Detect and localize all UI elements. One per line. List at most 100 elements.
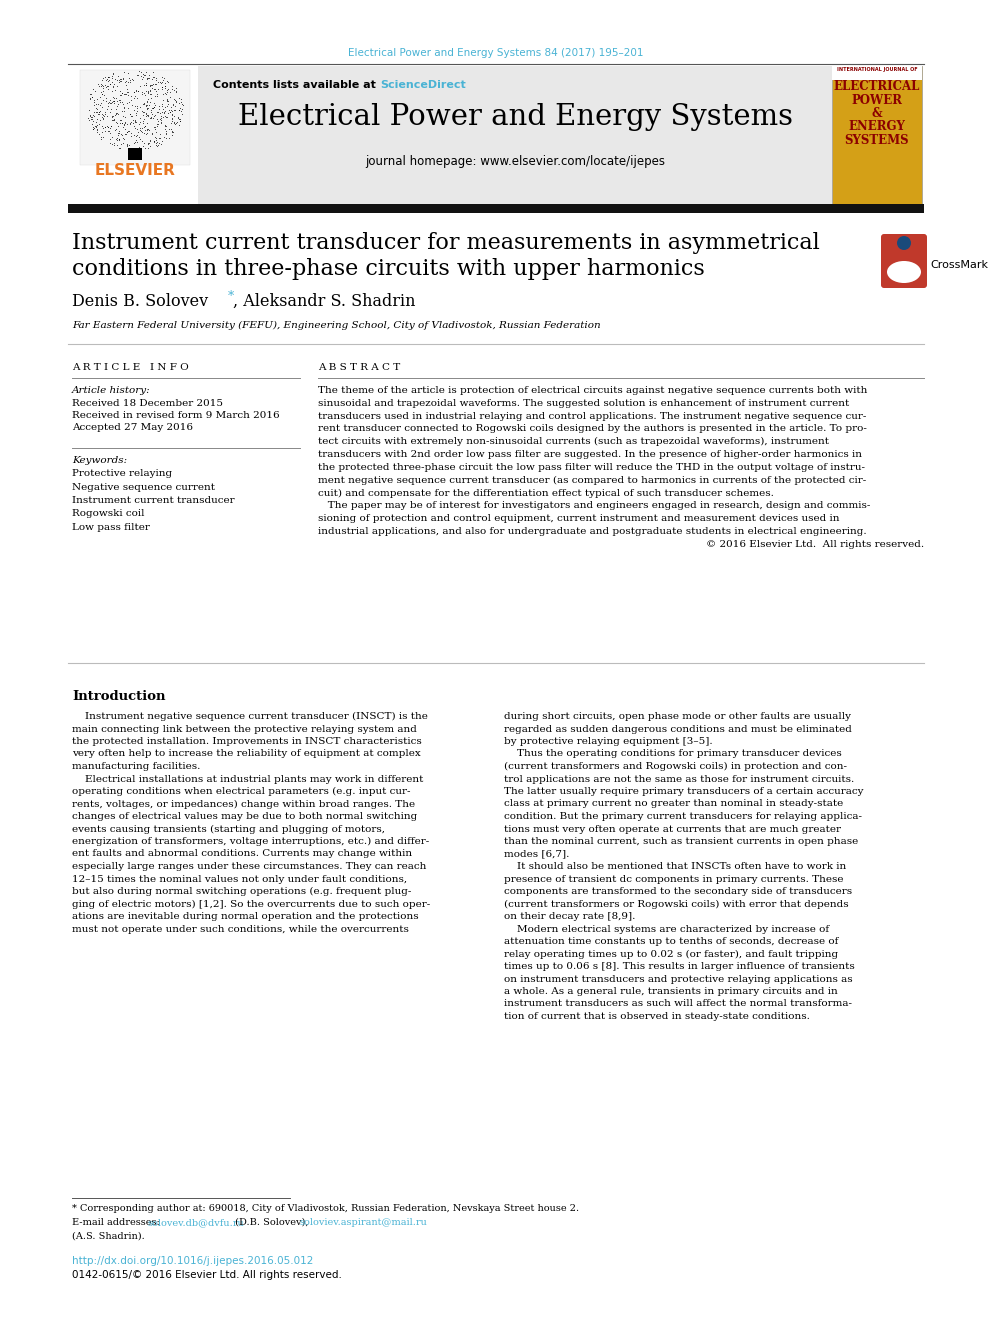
Bar: [128, 148, 142, 160]
Text: 0142-0615/© 2016 Elsevier Ltd. All rights reserved.: 0142-0615/© 2016 Elsevier Ltd. All right…: [72, 1270, 342, 1279]
Text: Thus the operating conditions for primary transducer devices: Thus the operating conditions for primar…: [504, 750, 842, 758]
Text: a whole. As a general rule, transients in primary circuits and in: a whole. As a general rule, transients i…: [504, 987, 838, 996]
Text: energization of transformers, voltage interruptions, etc.) and differ-: energization of transformers, voltage in…: [72, 837, 430, 847]
Text: very often help to increase the reliability of equipment at complex: very often help to increase the reliabil…: [72, 750, 421, 758]
Text: Instrument negative sequence current transducer (INSCT) is the: Instrument negative sequence current tra…: [72, 712, 428, 721]
Text: Far Eastern Federal University (FEFU), Engineering School, City of Vladivostok, : Far Eastern Federal University (FEFU), E…: [72, 321, 600, 331]
Text: Modern electrical systems are characterized by increase of: Modern electrical systems are characteri…: [504, 925, 829, 934]
Text: instrument transducers as such will affect the normal transforma-: instrument transducers as such will affe…: [504, 999, 852, 1008]
Text: especially large ranges under these circumstances. They can reach: especially large ranges under these circ…: [72, 863, 427, 871]
Text: attenuation time constants up to tenths of seconds, decrease of: attenuation time constants up to tenths …: [504, 937, 838, 946]
Text: tect circuits with extremely non-sinusoidal currents (such as trapezoidal wavefo: tect circuits with extremely non-sinusoi…: [318, 437, 829, 446]
Text: presence of transient dc components in primary currents. These: presence of transient dc components in p…: [504, 875, 843, 884]
Text: cuit) and compensate for the differentiation effect typical of such transducer s: cuit) and compensate for the differentia…: [318, 488, 774, 497]
Text: Received in revised form 9 March 2016: Received in revised form 9 March 2016: [72, 411, 280, 419]
Bar: [68, 66, 198, 204]
Text: than the nominal current, such as transient currents in open phase: than the nominal current, such as transi…: [504, 837, 858, 845]
Text: Negative sequence current: Negative sequence current: [72, 483, 215, 492]
Text: Instrument current transducer: Instrument current transducer: [72, 496, 235, 505]
Text: Keywords:: Keywords:: [72, 456, 127, 464]
Text: on instrument transducers and protective relaying applications as: on instrument transducers and protective…: [504, 975, 853, 983]
Text: events causing transients (starting and plugging of motors,: events causing transients (starting and …: [72, 824, 385, 833]
Text: tion of current that is observed in steady-state conditions.: tion of current that is observed in stea…: [504, 1012, 809, 1021]
Text: A R T I C L E   I N F O: A R T I C L E I N F O: [72, 363, 188, 372]
Text: Electrical Power and Energy Systems: Electrical Power and Energy Systems: [237, 103, 793, 131]
Text: INTERNATIONAL JOURNAL OF: INTERNATIONAL JOURNAL OF: [836, 67, 918, 71]
Text: tions must very often operate at currents that are much greater: tions must very often operate at current…: [504, 824, 841, 833]
Text: Low pass filter: Low pass filter: [72, 523, 150, 532]
Text: Elsevier
Tree: Elsevier Tree: [114, 107, 152, 128]
Text: relay operating times up to 0.02 s (or faster), and fault tripping: relay operating times up to 0.02 s (or f…: [504, 950, 838, 959]
Ellipse shape: [887, 261, 921, 283]
Text: It should also be mentioned that INSCTs often have to work in: It should also be mentioned that INSCTs …: [504, 863, 846, 871]
Text: The latter usually require primary transducers of a certain accuracy: The latter usually require primary trans…: [504, 787, 863, 796]
Text: CrossMark: CrossMark: [930, 261, 988, 270]
Text: ations are inevitable during normal operation and the protections: ations are inevitable during normal oper…: [72, 912, 419, 921]
Text: Electrical installations at industrial plants may work in different: Electrical installations at industrial p…: [72, 774, 424, 783]
Text: (D.B. Solovev),: (D.B. Solovev),: [232, 1218, 311, 1226]
Text: ment negative sequence current transducer (as compared to harmonics in currents : ment negative sequence current transduce…: [318, 475, 866, 484]
Text: Denis B. Solovev: Denis B. Solovev: [72, 292, 208, 310]
Text: times up to 0.06 s [8]. This results in larger influence of transients: times up to 0.06 s [8]. This results in …: [504, 962, 855, 971]
Text: condition. But the primary current transducers for relaying applica-: condition. But the primary current trans…: [504, 812, 862, 822]
Circle shape: [897, 235, 911, 250]
Text: Instrument current transducer for measurements in asymmetrical: Instrument current transducer for measur…: [72, 232, 819, 254]
Text: the protected three-phase circuit the low pass filter will reduce the THD in the: the protected three-phase circuit the lo…: [318, 463, 865, 472]
Text: Rogowski coil: Rogowski coil: [72, 509, 145, 519]
Text: *: *: [224, 290, 234, 303]
Text: The theme of the article is protection of electrical circuits against negative s: The theme of the article is protection o…: [318, 386, 867, 396]
Text: the protected installation. Improvements in INSCT characteristics: the protected installation. Improvements…: [72, 737, 422, 746]
Text: modes [6,7].: modes [6,7].: [504, 849, 569, 859]
Text: Introduction: Introduction: [72, 691, 166, 703]
Text: ELECTRICAL
POWER
&
ENERGY
SYSTEMS: ELECTRICAL POWER & ENERGY SYSTEMS: [834, 79, 921, 147]
Text: E-mail addresses:: E-mail addresses:: [72, 1218, 163, 1226]
Text: soloviev.aspirant@mail.ru: soloviev.aspirant@mail.ru: [300, 1218, 428, 1226]
Text: class at primary current no greater than nominal in steady-state: class at primary current no greater than…: [504, 799, 843, 808]
Text: transducers used in industrial relaying and control applications. The instrument: transducers used in industrial relaying …: [318, 411, 866, 421]
Text: rents, voltages, or impedances) change within broad ranges. The: rents, voltages, or impedances) change w…: [72, 799, 415, 808]
Text: ScienceDirect: ScienceDirect: [380, 79, 466, 90]
Text: regarded as sudden dangerous conditions and must be eliminated: regarded as sudden dangerous conditions …: [504, 725, 852, 733]
Text: main connecting link between the protective relaying system and: main connecting link between the protect…: [72, 725, 417, 733]
Text: changes of electrical values may be due to both normal switching: changes of electrical values may be due …: [72, 812, 418, 822]
Bar: [80, 70, 190, 165]
Text: sioning of protection and control equipment, current instrument and measurement : sioning of protection and control equipm…: [318, 515, 839, 523]
Text: rent transducer connected to Rogowski coils designed by the authors is presented: rent transducer connected to Rogowski co…: [318, 425, 867, 434]
Text: by protective relaying equipment [3–5].: by protective relaying equipment [3–5].: [504, 737, 712, 746]
Text: Contents lists available at: Contents lists available at: [213, 79, 380, 90]
Text: The paper may be of interest for investigators and engineers engaged in research: The paper may be of interest for investi…: [318, 501, 870, 511]
Text: http://dx.doi.org/10.1016/j.ijepes.2016.05.012: http://dx.doi.org/10.1016/j.ijepes.2016.…: [72, 1256, 313, 1266]
Text: Received 18 December 2015: Received 18 December 2015: [72, 400, 223, 407]
Text: but also during normal switching operations (e.g. frequent plug-: but also during normal switching operati…: [72, 886, 412, 896]
Text: ELSEVIER: ELSEVIER: [94, 163, 176, 179]
Text: © 2016 Elsevier Ltd.  All rights reserved.: © 2016 Elsevier Ltd. All rights reserved…: [706, 540, 924, 549]
Text: conditions in three-phase circuits with upper harmonics: conditions in three-phase circuits with …: [72, 258, 704, 280]
Text: , Aleksandr S. Shadrin: , Aleksandr S. Shadrin: [233, 292, 416, 310]
FancyBboxPatch shape: [881, 234, 927, 288]
Text: journal homepage: www.elsevier.com/locate/ijepes: journal homepage: www.elsevier.com/locat…: [365, 155, 665, 168]
Text: solovev.db@dvfu.ru: solovev.db@dvfu.ru: [147, 1218, 244, 1226]
Bar: [198, 66, 832, 204]
Text: Electrical Power and Energy Systems 84 (2017) 195–201: Electrical Power and Energy Systems 84 (…: [348, 48, 644, 58]
Text: ent faults and abnormal conditions. Currents may change within: ent faults and abnormal conditions. Curr…: [72, 849, 412, 859]
Text: sinusoidal and trapezoidal waveforms. The suggested solution is enhancement of i: sinusoidal and trapezoidal waveforms. Th…: [318, 398, 849, 407]
Text: transducers with 2nd order low pass filter are suggested. In the presence of hig: transducers with 2nd order low pass filt…: [318, 450, 862, 459]
Text: components are transformed to the secondary side of transducers: components are transformed to the second…: [504, 886, 852, 896]
Text: Accepted 27 May 2016: Accepted 27 May 2016: [72, 423, 193, 433]
Text: ging of electric motors) [1,2]. So the overcurrents due to such oper-: ging of electric motors) [1,2]. So the o…: [72, 900, 431, 909]
Text: operating conditions when electrical parameters (e.g. input cur-: operating conditions when electrical par…: [72, 787, 411, 796]
Text: Article history:: Article history:: [72, 386, 151, 396]
Text: (current transformers or Rogowski coils) with error that depends: (current transformers or Rogowski coils)…: [504, 900, 848, 909]
Bar: [68, 204, 924, 213]
Text: (current transformers and Rogowski coils) in protection and con-: (current transformers and Rogowski coils…: [504, 762, 847, 771]
Text: during short circuits, open phase mode or other faults are usually: during short circuits, open phase mode o…: [504, 712, 851, 721]
Text: manufacturing facilities.: manufacturing facilities.: [72, 762, 200, 771]
Text: industrial applications, and also for undergraduate and postgraduate students in: industrial applications, and also for un…: [318, 527, 867, 536]
Text: (A.S. Shadrin).: (A.S. Shadrin).: [72, 1232, 145, 1241]
Text: * Corresponding author at: 690018, City of Vladivostok, Russian Federation, Nevs: * Corresponding author at: 690018, City …: [72, 1204, 579, 1213]
Text: must not operate under such conditions, while the overcurrents: must not operate under such conditions, …: [72, 925, 409, 934]
Text: A B S T R A C T: A B S T R A C T: [318, 363, 400, 372]
Text: 12–15 times the nominal values not only under fault conditions,: 12–15 times the nominal values not only …: [72, 875, 407, 884]
Text: on their decay rate [8,9].: on their decay rate [8,9].: [504, 912, 635, 921]
Bar: [832, 66, 922, 79]
